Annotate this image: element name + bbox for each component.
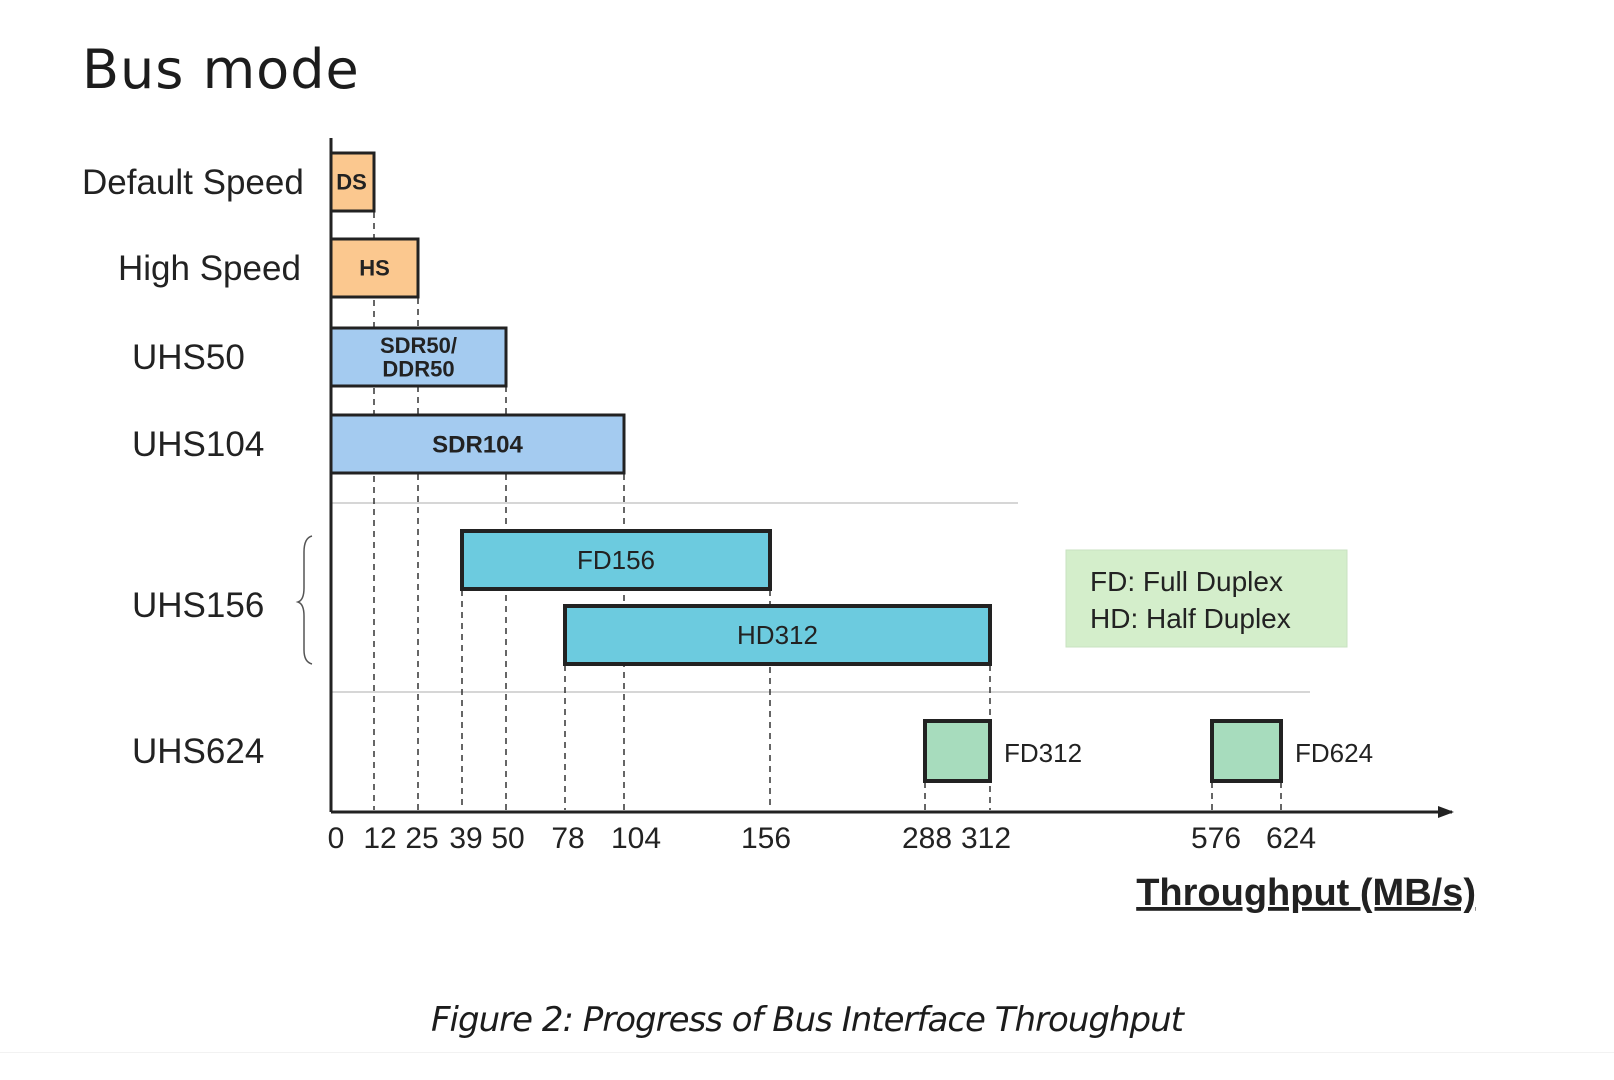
axes xyxy=(329,138,1454,818)
bar-hs xyxy=(329,237,420,299)
bar-label-fd312: FD312 xyxy=(1004,738,1082,768)
x-tick-label-0: 0 xyxy=(328,822,345,855)
bar-label-fd156: FD156 xyxy=(577,545,655,575)
row-separators xyxy=(331,502,1310,693)
bar-label-sdr104: SDR104 xyxy=(432,431,523,458)
legend-box xyxy=(1065,549,1348,648)
bar-label-hd312: HD312 xyxy=(737,620,818,650)
x-tick-label-12: 12 xyxy=(363,822,396,855)
category-labels: Default Speed High Speed UHS50 UHS104 UHS156… xyxy=(82,163,304,771)
x-tick-label-156: 156 xyxy=(741,822,791,855)
category-label-default-speed: Default Speed xyxy=(82,163,304,202)
bar-label-fd624: FD624 xyxy=(1295,738,1373,768)
x-tick-label-576: 576 xyxy=(1191,822,1241,855)
guide-lines xyxy=(373,212,1282,810)
bar-label-ds: DS xyxy=(336,170,367,195)
throughput-chart: DS HS SDR50/DDR50 SDR104 FD156 HD312 FD312 FD62… xyxy=(82,138,1476,914)
bar-sdr104 xyxy=(329,413,626,475)
x-tick-label-39: 39 xyxy=(449,822,482,855)
category-label-uhs104: UHS104 xyxy=(132,425,264,464)
uhs156-brace xyxy=(295,535,313,665)
x-tick-label-50: 50 xyxy=(491,822,524,855)
x-tick-label-78: 78 xyxy=(551,822,584,855)
bar-fd156 xyxy=(460,529,772,591)
page-heading: Bus mode xyxy=(82,38,360,101)
x-tick-label-312: 312 xyxy=(961,822,1011,855)
x-tick-label-104: 104 xyxy=(611,822,661,855)
x-tick-label-25: 25 xyxy=(405,822,438,855)
bar-fd624 xyxy=(1210,719,1283,783)
bars: DS HS SDR50/DDR50 SDR104 FD156 HD312 FD312 FD62… xyxy=(329,151,1373,783)
category-label-uhs624: UHS624 xyxy=(132,732,264,771)
bar-hd312 xyxy=(563,604,992,666)
figure-caption: Figure 2: Progress of Bus Interface Thro… xyxy=(431,1000,1184,1040)
bar-fd312 xyxy=(923,719,992,783)
legend: FD: Full Duplex HD: Half Duplex xyxy=(1065,549,1348,648)
category-label-uhs50: UHS50 xyxy=(132,338,245,377)
x-tick-label-288: 288 xyxy=(902,822,952,855)
x-tick-labels: 0 12 25 39 50 78 104 156 288 312 576 624 xyxy=(328,822,1316,855)
x-axis-title: Throughput (MB/s) xyxy=(1136,872,1476,914)
bar-label-sdr50-ddr50: SDR50/DDR50 xyxy=(380,333,457,381)
x-tick-label-624: 624 xyxy=(1266,822,1316,855)
bar-sdr50-ddr50 xyxy=(329,326,508,388)
bottom-rule xyxy=(0,1052,1614,1053)
category-label-uhs156: UHS156 xyxy=(132,586,264,625)
legend-entry-hd: HD: Half Duplex xyxy=(1090,603,1291,634)
bar-label-hs: HS xyxy=(359,256,390,281)
category-label-high-speed: High Speed xyxy=(118,249,301,288)
legend-entry-fd: FD: Full Duplex xyxy=(1090,566,1283,597)
